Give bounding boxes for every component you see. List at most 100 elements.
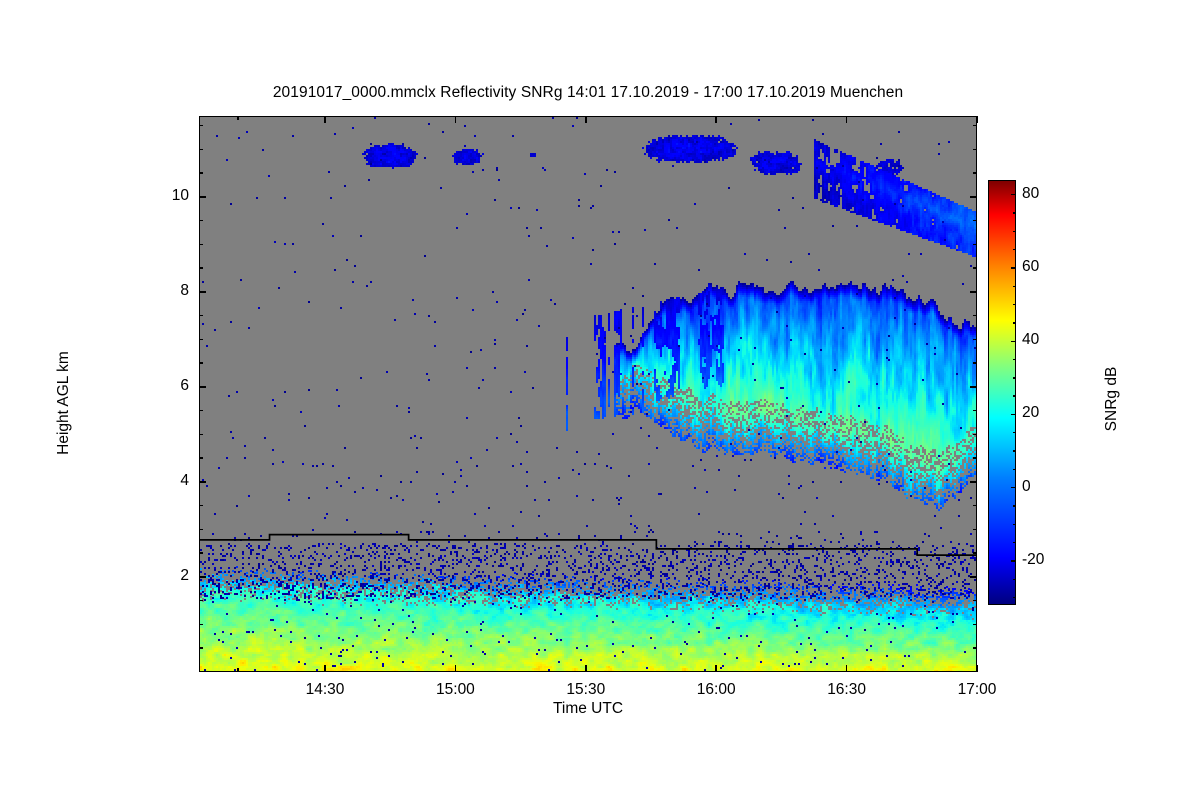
y-tick-minor	[973, 528, 977, 531]
colorbar-tick-minor	[1013, 596, 1016, 599]
colorbar-tick-minor	[1013, 523, 1016, 526]
colorbar-tick-label: -20	[1022, 551, 1045, 569]
y-tick-minor	[973, 314, 977, 317]
y-tick-minor	[973, 504, 977, 507]
x-tick-label: 14:30	[305, 681, 345, 698]
y-tick-label: 4	[180, 471, 189, 489]
y-tick-minor	[973, 409, 977, 412]
colorbar-title: SNRg dB	[1103, 366, 1120, 432]
radar-data-layer	[200, 117, 976, 671]
y-tick-label: 10	[171, 186, 189, 204]
y-tick-minor	[199, 338, 203, 341]
x-tick-label: 16:30	[827, 681, 866, 698]
x-tick-major	[715, 665, 717, 672]
y-tick-minor	[973, 338, 977, 341]
y-tick-minor	[973, 219, 977, 222]
x-tick-label: 17:00	[957, 681, 997, 698]
colorbar-tick-minor	[1013, 212, 1016, 214]
y-tick-major-right	[970, 386, 977, 388]
y-tick-label: 8	[180, 281, 189, 299]
x-tick-major	[845, 116, 848, 123]
colorbar-tick-minor	[1013, 468, 1016, 471]
colorbar-gradient	[988, 180, 1016, 605]
colorbar-tick-minor	[1013, 322, 1016, 324]
y-tick-minor	[973, 362, 977, 364]
y-tick-minor	[973, 267, 977, 269]
colorbar-tick-minor	[1013, 230, 1016, 232]
y-tick-minor	[973, 172, 977, 174]
y-tick-minor	[199, 219, 203, 222]
colorbar-tick-minor	[1013, 248, 1016, 251]
x-tick-minor	[237, 116, 239, 120]
y-tick-minor	[199, 124, 203, 127]
colorbar-tick	[1011, 267, 1016, 269]
y-tick-major	[199, 576, 206, 578]
y-tick-minor	[973, 148, 977, 150]
colorbar-tick-minor	[1013, 505, 1016, 507]
plot-area[interactable]	[199, 116, 977, 672]
y-tick-minor	[199, 623, 203, 626]
x-tick-major	[324, 116, 326, 123]
plot-title: 20191017_0000.mmclx Reflectivity SNRg 14…	[272, 84, 904, 101]
x-tick-major	[845, 665, 848, 672]
y-tick-minor	[973, 124, 977, 127]
x-tick-label: 15:00	[436, 681, 475, 698]
x-tick-label: 16:00	[696, 681, 736, 698]
x-tick-major	[454, 116, 457, 123]
y-tick-minor	[199, 599, 203, 602]
x-tick-major	[324, 665, 326, 672]
x-tick-major	[454, 665, 457, 672]
y-tick-minor	[199, 457, 203, 459]
colorbar-tick	[1011, 413, 1016, 416]
colorbar-tick-minor	[1013, 303, 1016, 306]
y-tick-label: 6	[180, 376, 189, 394]
y-tick-major-right	[970, 196, 977, 198]
colorbar-tick-label: 60	[1022, 257, 1040, 275]
colorbar-tick-minor	[1013, 377, 1016, 379]
colorbar-tick-minor	[1013, 358, 1016, 361]
y-tick-minor	[199, 267, 203, 269]
y-tick-minor	[973, 433, 977, 436]
y-tick-minor	[973, 243, 977, 246]
x-tick-minor	[237, 668, 239, 672]
colorbar-tick-label: 80	[1022, 184, 1040, 202]
y-tick-minor	[199, 148, 203, 150]
y-tick-minor	[199, 243, 203, 246]
radar-heatmap-canvas	[200, 117, 976, 671]
colorbar-tick-minor	[1013, 285, 1016, 287]
y-tick-minor	[199, 409, 203, 412]
colorbar	[988, 180, 1016, 605]
colorbar-tick	[1011, 560, 1016, 562]
colorbar-tick-minor	[1013, 542, 1016, 544]
y-tick-major	[199, 196, 206, 198]
y-axis-title: Height AGL km	[55, 351, 72, 455]
y-tick-major-right	[970, 576, 977, 578]
colorbar-tick-minor	[1013, 450, 1016, 452]
x-tick-major	[585, 665, 587, 672]
y-tick-major	[199, 481, 206, 483]
colorbar-tick	[1011, 193, 1016, 196]
y-tick-major	[199, 291, 206, 293]
y-tick-minor	[199, 433, 203, 436]
y-tick-major-right	[970, 481, 977, 483]
y-tick-label: 2	[180, 566, 189, 584]
x-tick-label: 15:30	[566, 681, 606, 698]
y-tick-minor	[199, 362, 203, 364]
x-axis-title: Time UTC	[552, 700, 624, 717]
colorbar-tick-label: 40	[1022, 331, 1040, 349]
y-tick-major-right	[970, 291, 977, 293]
y-tick-minor	[973, 599, 977, 602]
x-tick-major	[976, 665, 978, 672]
x-tick-major	[715, 116, 717, 123]
colorbar-tick-label: 20	[1022, 404, 1040, 422]
y-tick-minor	[973, 623, 977, 626]
colorbar-tick-label: 0	[1022, 477, 1031, 495]
y-tick-minor	[973, 647, 977, 649]
colorbar-tick-minor	[1013, 578, 1016, 581]
y-tick-minor	[199, 552, 203, 554]
colorbar-tick-minor	[1013, 395, 1016, 397]
colorbar-tick-minor	[1013, 432, 1016, 434]
y-tick-minor	[973, 457, 977, 459]
colorbar-tick	[1011, 487, 1016, 489]
y-tick-minor	[199, 647, 203, 649]
